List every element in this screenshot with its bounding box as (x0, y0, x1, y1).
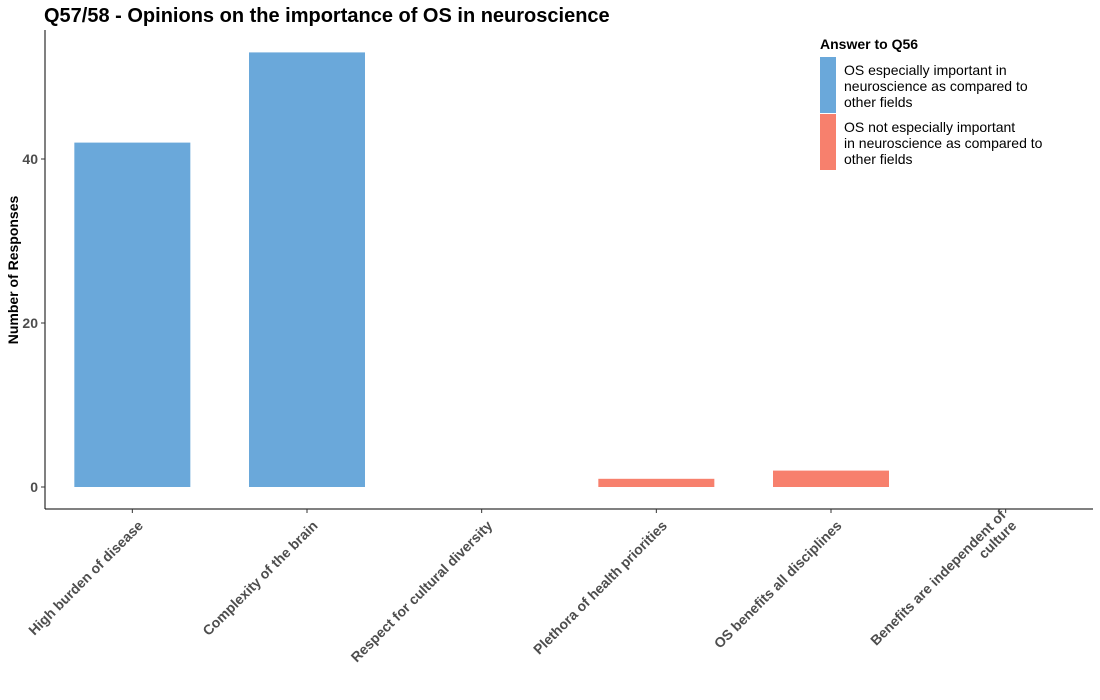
x-tick-label: Plethora of health priorities (530, 517, 670, 657)
y-tick-label: 40 (22, 151, 38, 167)
bar-not-especially-important (773, 470, 889, 487)
legend-label: OS not especially important in neuroscien… (844, 119, 1043, 167)
x-tick-label: Benefits are independent ofculture (867, 506, 1020, 659)
legend-key-especially-important (820, 57, 836, 113)
bar-especially-important (249, 52, 365, 488)
legend-key-not-especially-important (820, 114, 836, 170)
x-tick-label: OS benefits all disciplines (711, 517, 845, 651)
bar-not-especially-important (598, 478, 715, 487)
y-tick-label: 20 (22, 315, 38, 331)
legend-title: Answer to Q56 (820, 36, 918, 52)
x-tick-label: Complexity of the brain (199, 517, 320, 638)
chart-title: Q57/58 - Opinions on the importance of O… (44, 5, 610, 27)
legend: Answer to Q56 OS especially important in… (820, 36, 1043, 170)
bar-especially-important (74, 142, 191, 487)
legend-label: OS especially important in neuroscience a… (844, 62, 1028, 110)
y-tick-label: 0 (30, 479, 38, 495)
y-axis-label: Number of Responses (5, 195, 21, 344)
x-tick-label: High burden of disease (25, 517, 146, 638)
x-tick-label: Respect for cultural diversity (348, 517, 496, 665)
